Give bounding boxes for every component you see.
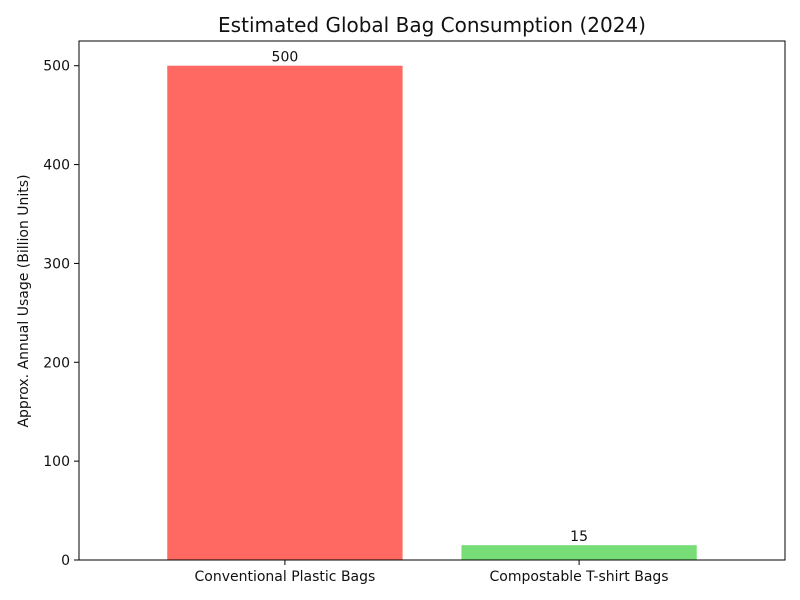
y-tick-label: 400 <box>43 158 70 174</box>
plot-frame <box>78 40 786 561</box>
y-tick-label: 500 <box>43 59 70 75</box>
y-tick-label: 100 <box>43 454 70 470</box>
bar <box>461 545 697 560</box>
y-tick-label: 200 <box>43 355 70 371</box>
chart-title: Estimated Global Bag Consumption (2024) <box>218 13 646 37</box>
y-tick-label: 0 <box>61 553 70 569</box>
y-axis-label: Approx. Annual Usage (Billion Units) <box>16 174 32 427</box>
y-tick-label: 300 <box>43 256 70 272</box>
bar <box>167 65 403 560</box>
bar-value-label: 500 <box>272 50 299 66</box>
plot-area: 0 100 200 300 400 500 500 Conventional Plastic … <box>43 50 697 585</box>
bar-value-label: 15 <box>570 529 588 545</box>
x-tick-label: Compostable T-shirt Bags <box>490 569 669 585</box>
x-tick-label: Conventional Plastic Bags <box>195 569 376 585</box>
